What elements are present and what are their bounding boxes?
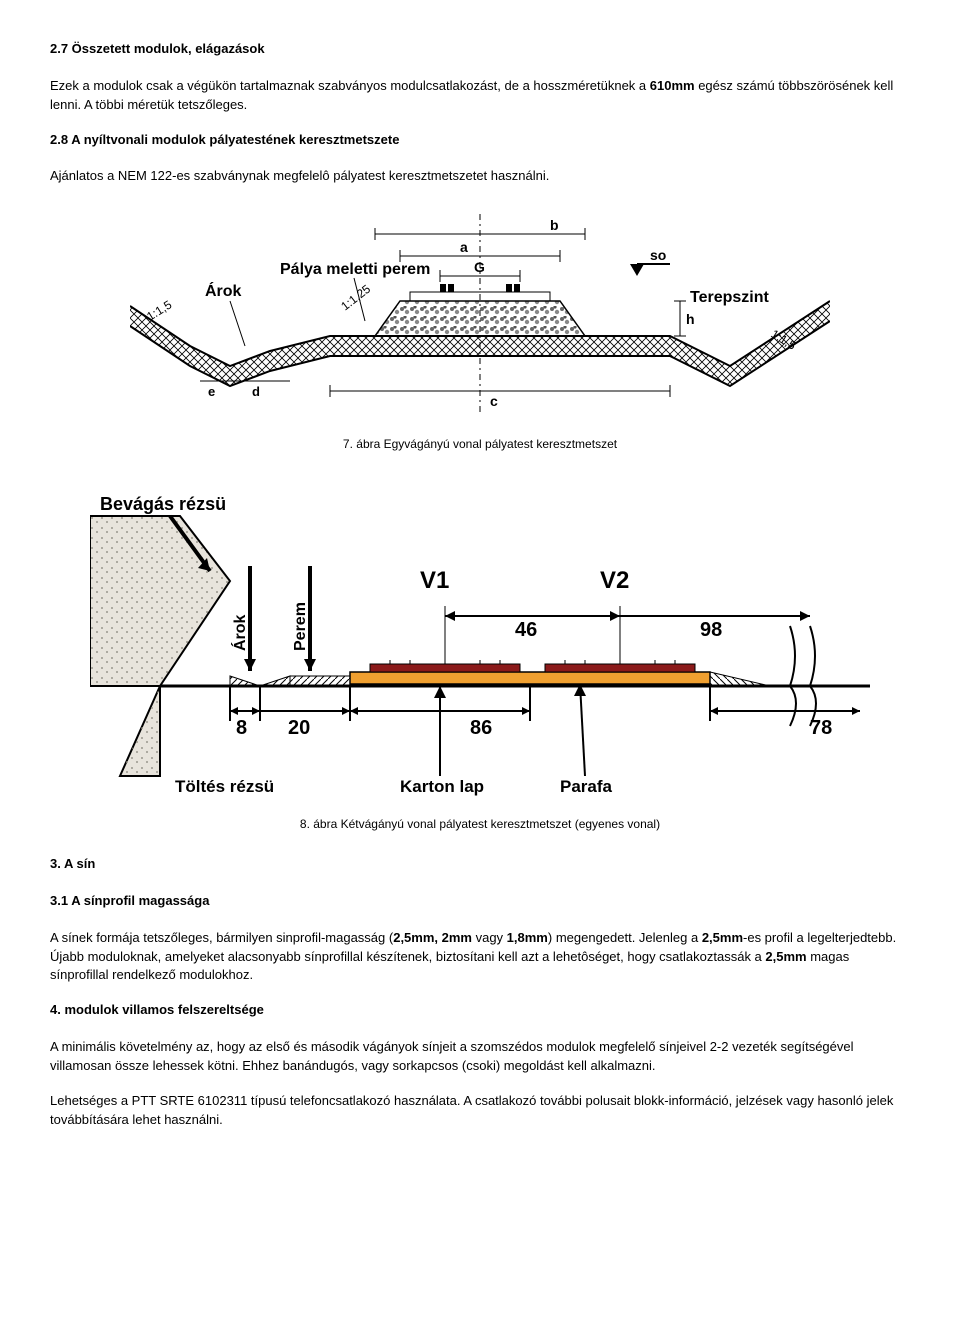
fig7-caption: 7. ábra Egyvágányú vonal pályatest keres…: [50, 436, 910, 453]
lbl-perem: Pálya meletti perem: [280, 261, 430, 278]
txt-bold: 2,5mm: [702, 930, 743, 945]
txt-bold: 2,5mm: [765, 949, 806, 964]
lbl-karton: Karton lap: [400, 777, 484, 796]
p-2-7: Ezek a modulok csak a végükön tartalmazn…: [50, 77, 910, 115]
txt-bold: 610mm: [650, 78, 695, 93]
txt: Ezek a modulok csak a végükön tartalmazn…: [50, 78, 650, 93]
lbl-toltes: Töltés rézsü: [175, 777, 274, 796]
lbl-perem2: Perem: [292, 602, 309, 651]
dim-a: a: [460, 239, 468, 255]
p-3-1: A sínek formája tetszőleges, bármilyen s…: [50, 929, 910, 986]
dim-8: 8: [236, 717, 247, 739]
lbl-bevagas: Bevágás rézsü: [100, 494, 226, 514]
dim-h: h: [686, 311, 695, 327]
dim-78: 78: [810, 717, 832, 739]
lbl-terepszint: Terepszint: [690, 289, 770, 306]
heading-3: 3. A sín: [50, 855, 910, 874]
heading-4: 4. modulok villamos felszereltsége: [50, 1001, 910, 1020]
heading-2-7: 2.7 Összetett modulok, elágazások: [50, 40, 910, 59]
p-4-1: A minimális követelmény az, hogy az első…: [50, 1038, 910, 1076]
dim-d: d: [252, 384, 260, 399]
heading-2-8: 2.8 A nyíltvonali modulok pályatestének …: [50, 131, 910, 150]
txt-bold: 1,8mm: [507, 930, 548, 945]
lbl-arok: Árok: [205, 281, 242, 300]
dim-G: G: [474, 259, 485, 275]
p-4-2: Lehetséges a PTT SRTE 6102311 típusú tel…: [50, 1092, 910, 1130]
figure-8: V1 V2 Bevágás rézsü Árok Perem 46 98 8 2…: [50, 476, 910, 806]
lbl-parafa: Parafa: [560, 777, 613, 796]
fig8-caption: 8. ábra Kétvágányú vonal pályatest keres…: [50, 816, 910, 833]
heading-3-1: 3.1 A sínprofil magassága: [50, 892, 910, 911]
lbl-so: so: [650, 247, 666, 263]
figure-7: b a G so Árok Pálya meletti perem Tereps…: [50, 206, 910, 426]
dim-86: 86: [470, 717, 492, 739]
dim-46: 46: [515, 619, 537, 641]
lbl-v1: V1: [420, 567, 449, 594]
txt: A sínek formája tetszőleges, bármilyen s…: [50, 930, 393, 945]
lbl-v2: V2: [600, 567, 629, 594]
dim-b: b: [550, 217, 559, 233]
dim-20: 20: [288, 717, 310, 739]
dim-c: c: [490, 393, 498, 409]
fig7-svg: b a G so Árok Pálya meletti perem Tereps…: [130, 206, 830, 426]
lbl-arok2: Árok: [230, 614, 249, 651]
fig8-svg: V1 V2 Bevágás rézsü Árok Perem 46 98 8 2…: [90, 476, 870, 806]
dim-98: 98: [700, 619, 722, 641]
dim-e: e: [208, 384, 215, 399]
txt: ) megengedett. Jelenleg a: [548, 930, 702, 945]
p-2-8: Ajánlatos a NEM 122-es szabványnak megfe…: [50, 167, 910, 186]
txt: vagy: [472, 930, 507, 945]
txt-bold: 2,5mm, 2mm: [393, 930, 472, 945]
